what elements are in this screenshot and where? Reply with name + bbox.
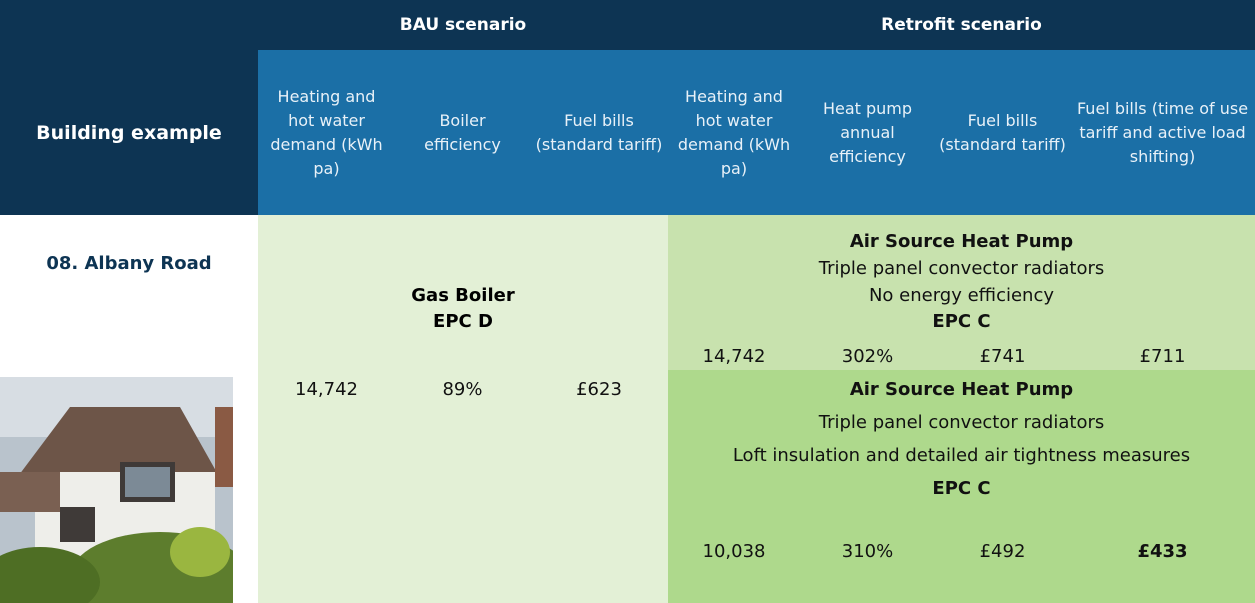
group-header: Retrofit scenario bbox=[668, 0, 1255, 50]
retrofit-line: EPC C bbox=[932, 478, 991, 499]
retrofit-line: Air Source Heat Pump bbox=[849, 231, 1074, 252]
column-header: Fuel bills (standard tariff) bbox=[530, 50, 668, 215]
retrofit-value: £433 bbox=[1137, 541, 1188, 562]
retrofit-line: Triple panel convector radiators bbox=[818, 258, 1105, 279]
bau-value: 89% bbox=[442, 379, 483, 400]
retrofit-value: 14,742 bbox=[702, 346, 766, 367]
bau-line: EPC D bbox=[433, 311, 493, 332]
column-header: Fuel bills (standard tariff) bbox=[935, 50, 1070, 215]
bau-line: Gas Boiler bbox=[411, 285, 515, 306]
column-header: Heating and hot water demand (kWh pa) bbox=[668, 50, 800, 215]
bau-value: £623 bbox=[576, 379, 622, 400]
group-header: BAU scenario bbox=[258, 0, 668, 50]
retrofit-line: No energy efficiency bbox=[868, 285, 1055, 306]
retrofit-value: 310% bbox=[841, 541, 894, 562]
retrofit-line: EPC C bbox=[932, 311, 991, 332]
retrofit-value: £741 bbox=[979, 346, 1026, 367]
column-header: Heating and hot water demand (kWh pa) bbox=[258, 50, 395, 215]
retrofit-cell bbox=[668, 370, 1255, 603]
retrofit-value: £711 bbox=[1139, 346, 1186, 367]
column-header: Heat pump annual efficiency bbox=[800, 50, 935, 215]
retrofit-value: £492 bbox=[979, 541, 1026, 562]
retrofit-value: 10,038 bbox=[702, 541, 766, 562]
corner-header: Building example bbox=[0, 50, 258, 215]
retrofit-line: Air Source Heat Pump bbox=[849, 379, 1074, 400]
bau-value: 14,742 bbox=[295, 379, 358, 400]
bau-cell bbox=[258, 215, 668, 603]
building-name: 08. Albany Road bbox=[46, 253, 212, 274]
retrofit-line: Loft insulation and detailed air tightne… bbox=[732, 445, 1191, 466]
building-photo bbox=[0, 377, 233, 603]
retrofit-value: 302% bbox=[841, 346, 894, 367]
column-header: Fuel bills (time of use tariff and activ… bbox=[1070, 50, 1255, 215]
retrofit-line: Triple panel convector radiators bbox=[818, 412, 1105, 433]
column-header: Boiler efficiency bbox=[395, 50, 530, 215]
retrofit-cell bbox=[668, 215, 1255, 370]
